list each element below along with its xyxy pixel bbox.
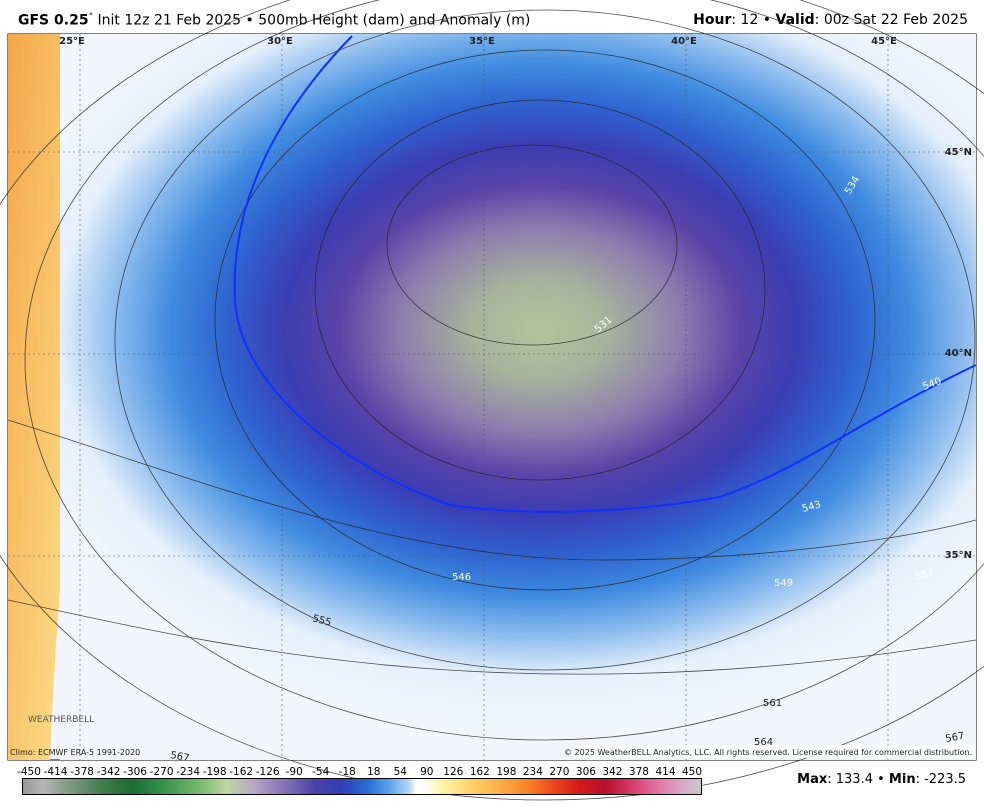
title: GFS 0.25° Init 12z 21 Feb 2025 • 500mb H…	[18, 12, 530, 29]
valid-time: Hour: 12 • Valid: 00z Sat 22 Feb 2025	[693, 12, 968, 28]
colorbar-label: 54	[394, 766, 408, 778]
latitude-label: 35°N	[945, 550, 972, 561]
colorbar-label: 126	[443, 766, 463, 778]
copyright: © 2025 WeatherBELL Analytics, LLC. All r…	[564, 748, 972, 757]
longitude-label: 40°E	[671, 36, 697, 47]
colorbar-label: -126	[256, 766, 280, 778]
colorbar-label: 234	[523, 766, 543, 778]
contour-label: 549	[774, 578, 793, 589]
colorbar-label: -90	[286, 766, 303, 778]
longitude-label: 25°E	[59, 36, 85, 47]
min: : -223.5	[915, 772, 966, 787]
max: : 133.4 •	[827, 772, 885, 787]
colorbar-label: -270	[150, 766, 174, 778]
max-min: Max: 133.4 • Min: -223.5	[797, 772, 966, 787]
degree: °	[88, 12, 94, 22]
contour-label: 552	[914, 567, 935, 583]
colorbar-label: -198	[203, 766, 227, 778]
contour-label: 546	[452, 572, 471, 583]
colorbar-label: -342	[97, 766, 121, 778]
colorbar-label: -18	[339, 766, 356, 778]
colorbar-label: -450	[17, 766, 41, 778]
colorbar-label: -306	[123, 766, 147, 778]
colorbar-label: 162	[470, 766, 490, 778]
hour-label: Hour	[693, 12, 732, 28]
colorbar	[22, 778, 702, 795]
latitude-label: 45°N	[945, 147, 972, 158]
contour-label: 543	[801, 499, 822, 515]
valid: : 00z Sat 22 Feb 2025	[814, 12, 968, 28]
colorbar-label: 414	[655, 766, 675, 778]
colorbar-label: -234	[176, 766, 200, 778]
climo: Climo: ECMWF ERA-5 1991-2020	[10, 748, 140, 757]
contour-label: 555	[311, 613, 332, 629]
model: GFS 0.25	[18, 12, 89, 29]
hour: : 12 •	[731, 12, 772, 28]
min-label: Min	[888, 772, 916, 787]
longitude-label: 45°E	[871, 36, 897, 47]
contour-label: 561	[763, 698, 782, 709]
contour-label: 567	[945, 731, 966, 745]
header: GFS 0.25° Init 12z 21 Feb 2025 • 500mb H…	[0, 0, 984, 34]
colorbar-label: -162	[229, 766, 253, 778]
init: Init 12z 21 Feb 2025 • 500mb Height (dam…	[97, 12, 531, 29]
colorbar-label: 270	[549, 766, 569, 778]
colorbar-label: -378	[70, 766, 94, 778]
colorbar-label: 198	[496, 766, 516, 778]
latitude-label: 40°N	[945, 348, 972, 359]
valid-label: Valid	[775, 12, 815, 28]
colorbar-label: -414	[44, 766, 68, 778]
max-label: Max	[797, 772, 828, 787]
colorbar-label: 306	[576, 766, 596, 778]
longitude-label: 35°E	[469, 36, 495, 47]
contour-label: 564	[754, 737, 773, 748]
colorbar-label: 342	[602, 766, 622, 778]
contour-label: 567	[169, 750, 190, 764]
colorbar-label: -54	[312, 766, 329, 778]
colorbar-label: 90	[420, 766, 433, 778]
logo: WEATHERBELL	[28, 715, 94, 725]
colorbar-label: 450	[682, 766, 702, 778]
colorbar-label: 378	[629, 766, 649, 778]
longitude-label: 30°E	[267, 36, 293, 47]
colorbar-label: 18	[367, 766, 380, 778]
